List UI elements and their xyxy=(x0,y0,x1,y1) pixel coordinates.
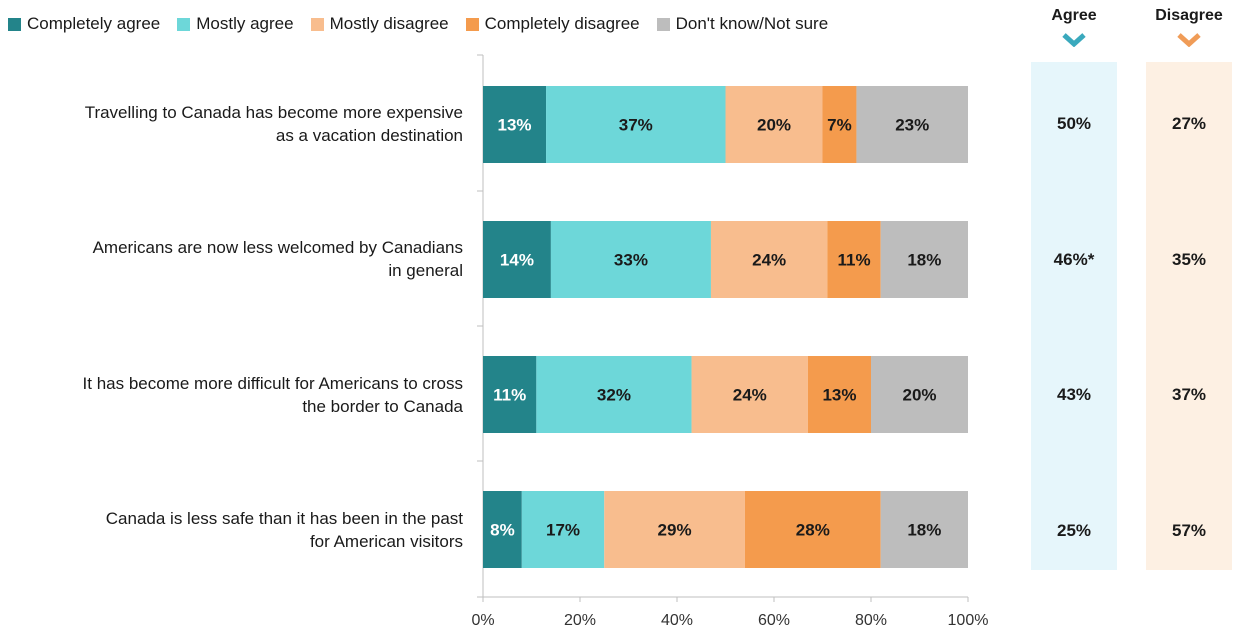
legend-label-mostly-agree: Mostly agree xyxy=(196,14,294,33)
legend-item-completely-disagree: Completely disagree xyxy=(465,14,640,34)
bar-segment xyxy=(856,86,968,163)
legend-swatch-completely-disagree xyxy=(465,17,479,31)
legend-label-completely-agree: Completely agree xyxy=(27,14,161,33)
bar-segment xyxy=(546,86,726,163)
bar-segment xyxy=(536,356,692,433)
agree-value: 46%* xyxy=(1053,250,1095,269)
disagree-value: 57% xyxy=(1171,521,1207,540)
legend-item-completely-agree: Completely agree xyxy=(8,14,160,34)
legend-label-completely-disagree: Completely disagree xyxy=(484,14,640,33)
disagree-column-background xyxy=(1146,62,1232,570)
x-tick-label: 40% xyxy=(661,612,693,629)
question-label-line: Americans are now less welcomed by Canad… xyxy=(92,238,463,257)
legend-swatch-mostly-agree xyxy=(177,17,191,31)
bar-data-label: 32% xyxy=(597,386,631,405)
bar-data-label: 11% xyxy=(837,251,870,270)
bar-segment xyxy=(880,491,968,568)
question-label-line: in general xyxy=(388,261,463,280)
question-label-line: It has become more difficult for America… xyxy=(82,374,463,393)
legend-swatch-dont-know xyxy=(656,17,670,31)
question-label-line: the border to Canada xyxy=(302,397,463,416)
bar-segment xyxy=(871,356,968,433)
bar-data-label: 33% xyxy=(614,251,648,270)
question-label-line: Travelling to Canada has become more exp… xyxy=(84,103,463,122)
agree-column-background xyxy=(1031,62,1117,570)
question-label-line: as a vacation destination xyxy=(275,126,463,145)
question-label: It has become more difficult for America… xyxy=(0,372,463,418)
bar-segment xyxy=(880,221,968,298)
x-tick-label: 60% xyxy=(758,612,790,629)
bar-segment xyxy=(822,86,857,163)
bar-segment xyxy=(483,221,551,298)
bar-segment xyxy=(744,491,881,568)
chevron-down-icon-shape xyxy=(1062,33,1086,48)
question-label-line: Canada is less safe than it has been in … xyxy=(105,509,463,528)
bar-segment xyxy=(550,221,711,298)
x-tick-label: 0% xyxy=(471,612,494,629)
bar-data-label: 13% xyxy=(822,386,856,405)
bar-data-label: 28% xyxy=(796,521,830,540)
question-label-line: for American visitors xyxy=(309,532,463,551)
bar-data-label: 18% xyxy=(907,521,941,540)
legend-swatch-mostly-disagree xyxy=(310,17,324,31)
bar-data-label: 29% xyxy=(658,521,692,540)
disagree-value: 27% xyxy=(1171,114,1207,133)
question-label: Travelling to Canada has become more exp… xyxy=(0,101,463,147)
bar-data-label: 24% xyxy=(733,386,767,405)
question-label: Canada is less safe than it has been in … xyxy=(0,507,463,553)
bar-segment xyxy=(807,356,871,433)
legend-item-mostly-disagree: Mostly disagree xyxy=(310,14,449,34)
legend-label-mostly-disagree: Mostly disagree xyxy=(329,14,449,33)
bar-segment xyxy=(725,86,823,163)
bar-data-label: 20% xyxy=(757,116,791,135)
bar-segment xyxy=(604,491,745,568)
agree-value: 43% xyxy=(1056,385,1092,404)
bar-data-label: 14% xyxy=(500,251,534,270)
chevron-down-icon xyxy=(1134,33,1241,52)
chevron-down-icon-shape xyxy=(1177,33,1201,48)
x-tick-label: 20% xyxy=(564,612,596,629)
disagree-column-header: Disagree xyxy=(1155,7,1223,24)
bar-segment xyxy=(483,86,547,163)
x-tick-label: 100% xyxy=(948,612,989,629)
bar-segment xyxy=(710,221,828,298)
x-tick-label: 80% xyxy=(855,612,887,629)
bar-data-label: 24% xyxy=(752,251,786,270)
bar-segment xyxy=(483,356,537,433)
bar-segment xyxy=(521,491,605,568)
legend-swatch-completely-agree xyxy=(8,17,21,31)
bar-data-label: 8% xyxy=(490,521,515,540)
bar-data-label: 11% xyxy=(493,386,526,405)
bar-data-label: 17% xyxy=(546,521,580,540)
bar-data-label: 20% xyxy=(902,386,936,405)
legend-item-dont-know: Don't know/Not sure xyxy=(656,14,829,34)
bar-data-label: 7% xyxy=(827,116,852,135)
bar-segment xyxy=(483,491,522,568)
agree-column-header: Agree xyxy=(1051,7,1097,24)
bar-segment xyxy=(691,356,808,433)
bar-data-label: 13% xyxy=(498,116,532,135)
disagree-value: 35% xyxy=(1171,250,1207,269)
bar-data-label: 18% xyxy=(907,251,941,270)
bar-data-label: 37% xyxy=(619,116,653,135)
question-label: Americans are now less welcomed by Canad… xyxy=(0,236,463,282)
chart-legend: Completely agree Mostly agree Mostly dis… xyxy=(8,13,845,35)
bar-segment xyxy=(827,221,881,298)
disagree-value: 37% xyxy=(1171,385,1207,404)
legend-item-mostly-agree: Mostly agree xyxy=(177,14,294,34)
agree-value: 50% xyxy=(1056,114,1092,133)
bar-data-label: 23% xyxy=(895,116,929,135)
legend-label-dont-know: Don't know/Not sure xyxy=(675,14,829,33)
chevron-down-icon xyxy=(1019,33,1129,52)
agree-value: 25% xyxy=(1056,521,1092,540)
